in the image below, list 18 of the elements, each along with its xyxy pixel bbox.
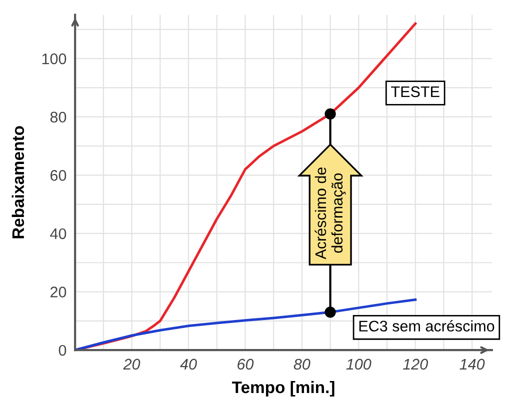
annotation: Acréscimo de deformação xyxy=(314,167,346,260)
y-tick-label: 60 xyxy=(50,170,66,181)
x-tick-label: 140 xyxy=(460,358,485,370)
y-tick-label: 20 xyxy=(50,286,66,298)
y-axis-title: Rebaixamento xyxy=(12,126,24,238)
x-tick-label: 60 xyxy=(238,358,254,370)
x-tick-label: 80 xyxy=(294,358,310,370)
x-tick-label: 20 xyxy=(123,358,140,370)
x-tick-label: 120 xyxy=(403,358,428,370)
x-tick-label: 40 xyxy=(180,358,197,370)
series-label: TESTE xyxy=(391,86,440,98)
series-label: EC3 sem acréscimo xyxy=(359,320,494,332)
x-tick-label: 100 xyxy=(346,358,372,370)
y-tick-label: 100 xyxy=(42,53,66,64)
x-axis-title: Tempo [min.] xyxy=(232,380,334,397)
y-tick-label: 0 xyxy=(58,344,66,356)
y-tick-label: 80 xyxy=(50,112,66,123)
y-tick-label: 40 xyxy=(50,228,66,240)
